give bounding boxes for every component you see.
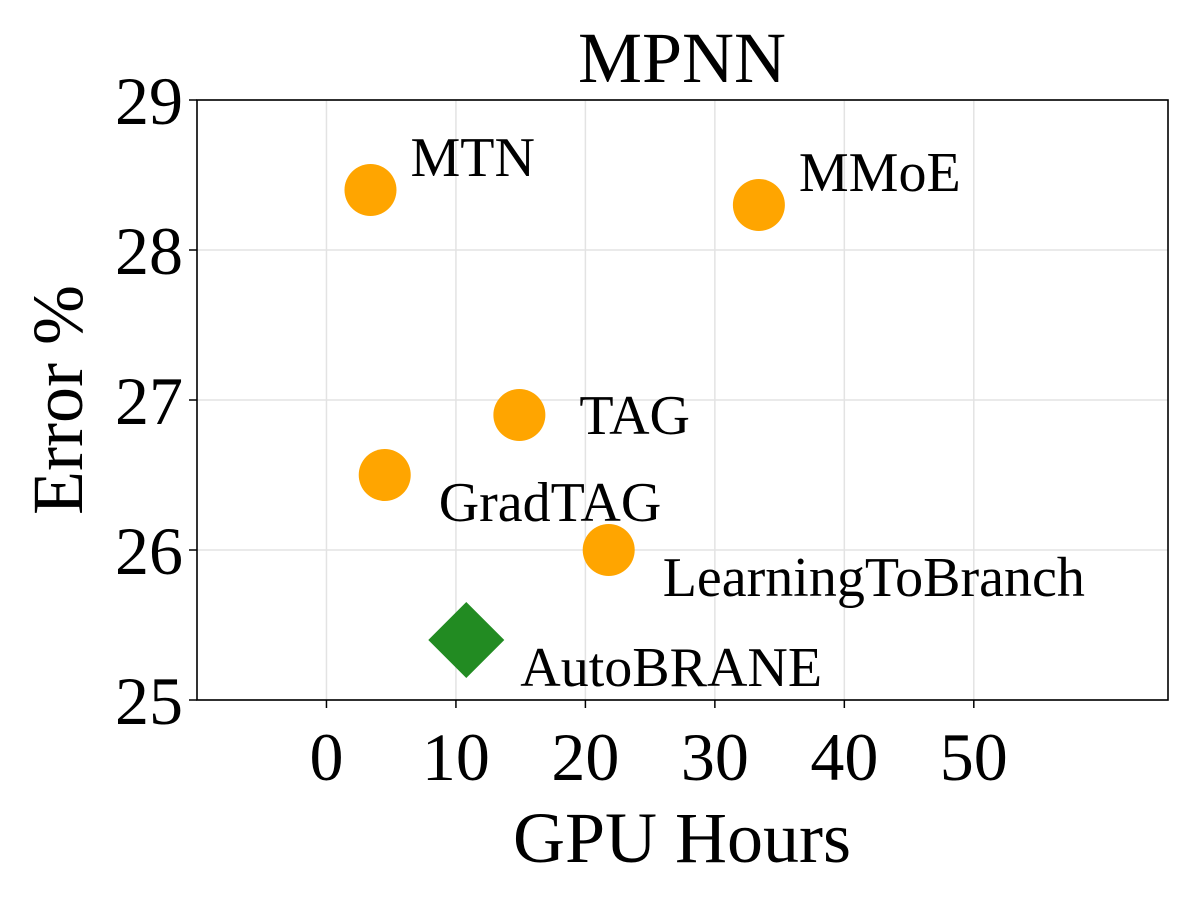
chart-title: MPNN xyxy=(578,18,786,98)
y-tick-label: 26 xyxy=(115,513,183,589)
point-label: TAG xyxy=(579,385,690,447)
axis-ticks: 0 10 20 30 40 50 25 26 27 28 29 xyxy=(115,63,1008,795)
y-tick-label: 27 xyxy=(115,363,183,439)
x-tick-label: 20 xyxy=(551,719,619,795)
x-axis-label: GPU Hours xyxy=(513,798,851,878)
y-axis-label: Error % xyxy=(18,285,98,515)
data-point-circle xyxy=(344,164,397,216)
point-label: MTN xyxy=(410,127,534,189)
y-tick-label: 28 xyxy=(115,213,183,289)
point-label: LearningToBranch xyxy=(663,547,1085,609)
point-label: AutoBRANE xyxy=(520,637,822,699)
y-tick-label: 29 xyxy=(115,63,183,139)
x-tick-label: 30 xyxy=(681,719,749,795)
data-point-diamond xyxy=(428,602,505,678)
x-tick-label: 10 xyxy=(422,719,490,795)
y-tick-label: 25 xyxy=(115,663,183,739)
data-point-circle xyxy=(493,389,546,441)
data-point-circle xyxy=(582,524,635,576)
point-label: GradTAG xyxy=(439,472,662,534)
data-point-circle xyxy=(358,449,411,501)
x-tick-label: 50 xyxy=(940,719,1008,795)
data-point-circle xyxy=(732,179,785,231)
x-tick-label: 40 xyxy=(810,719,878,795)
point-label: MMoE xyxy=(799,142,961,204)
x-tick-label: 0 xyxy=(309,719,343,795)
